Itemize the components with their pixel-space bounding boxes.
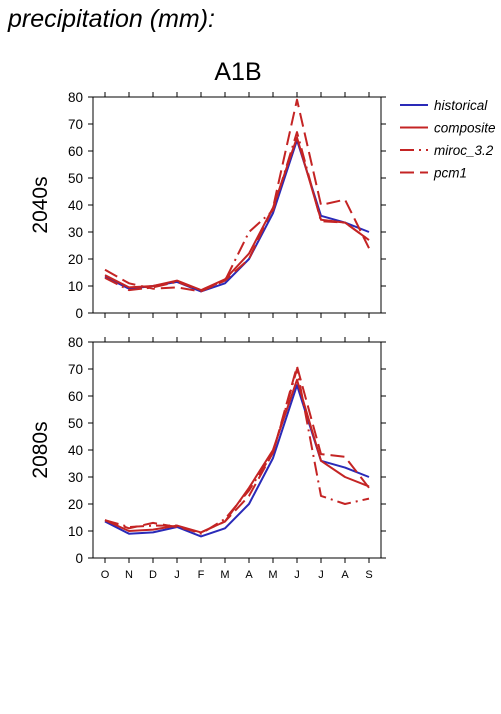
y-tick-label: 40 bbox=[68, 198, 83, 213]
page-title: precipitation (mm): bbox=[7, 5, 215, 33]
legend-label: pcm1 bbox=[433, 166, 467, 181]
y-tick-label: 50 bbox=[68, 171, 83, 186]
x-tick-label: O bbox=[101, 569, 110, 581]
series-line-pcm1 bbox=[104, 365, 370, 534]
x-tick-label: A bbox=[341, 569, 349, 581]
chart-legend: historical composite miroc_3.2 pcm1 bbox=[400, 98, 496, 181]
scenario-title: A1B bbox=[214, 58, 261, 86]
x-tick-label: J bbox=[174, 569, 180, 581]
y-axis-label: 2080s bbox=[29, 421, 52, 478]
y-tick-label: 30 bbox=[68, 470, 83, 485]
y-tick-label: 60 bbox=[68, 389, 83, 404]
series-line-miroc-3-2 bbox=[104, 368, 370, 535]
x-tick-label: A bbox=[245, 569, 253, 581]
y-tick-label: 70 bbox=[68, 362, 83, 377]
series-line-pcm1 bbox=[104, 98, 370, 293]
y-tick-label: 10 bbox=[68, 524, 83, 539]
x-tick-label: M bbox=[220, 569, 229, 581]
y-tick-label: 20 bbox=[68, 252, 83, 267]
x-tick-label: S bbox=[365, 569, 372, 581]
y-tick-label: 10 bbox=[68, 279, 83, 294]
y-tick-label: 0 bbox=[75, 551, 83, 566]
series-line-composite bbox=[104, 378, 370, 534]
x-tick-label: D bbox=[149, 569, 157, 581]
y-tick-label: 30 bbox=[68, 225, 83, 240]
plot-frame bbox=[92, 96, 382, 314]
y-tick-label: 70 bbox=[68, 117, 83, 132]
x-tick-label: J bbox=[318, 569, 324, 581]
legend-label: historical bbox=[434, 98, 488, 113]
legend-label: composite bbox=[434, 121, 496, 136]
y-tick-label: 40 bbox=[68, 443, 83, 458]
series-line-miroc-3-2 bbox=[104, 131, 370, 292]
x-tick-label: N bbox=[125, 569, 133, 581]
x-tick-label: F bbox=[198, 569, 205, 581]
y-tick-label: 80 bbox=[68, 90, 83, 105]
y-tick-label: 20 bbox=[68, 497, 83, 512]
y-tick-label: 50 bbox=[68, 416, 83, 431]
y-tick-label: 60 bbox=[68, 144, 83, 159]
series-line-composite bbox=[104, 136, 370, 292]
panel-2080s: 0 10 20 30 40 50 60 70 80 O N D J F M A M J J A S 2080s bbox=[29, 335, 386, 581]
legend-label: miroc_3.2 bbox=[434, 143, 494, 158]
series-line-historical bbox=[104, 384, 370, 538]
y-tick-label: 80 bbox=[68, 335, 83, 350]
panel-2040s: 0 10 20 30 40 50 60 70 80 2040s bbox=[29, 90, 386, 321]
y-tick-label: 0 bbox=[75, 306, 83, 321]
y-axis-label: 2040s bbox=[29, 176, 52, 233]
chart-panels: 0 10 20 30 40 50 60 70 80 2040s 0 10 20 30 40 50 60 70 80 O… bbox=[29, 90, 386, 581]
x-tick-label: J bbox=[294, 569, 300, 581]
x-tick-label: M bbox=[268, 569, 277, 581]
